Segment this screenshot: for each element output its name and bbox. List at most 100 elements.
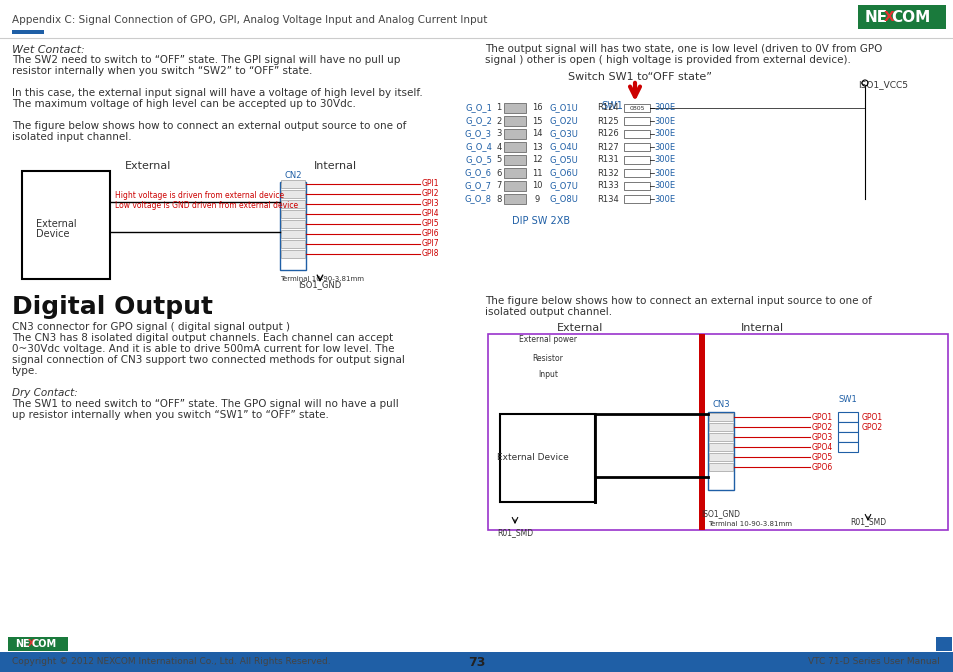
Text: 300E: 300E (654, 103, 675, 112)
Text: 10: 10 (531, 181, 541, 190)
Text: Internal: Internal (314, 161, 356, 171)
Text: R124: R124 (597, 103, 618, 112)
Text: 16: 16 (531, 103, 541, 112)
Bar (281, 250, 305, 258)
Text: The SW1 to need switch to “OFF” state. The GPO signal will no have a pull: The SW1 to need switch to “OFF” state. T… (12, 399, 398, 409)
Text: Appendix C: Signal Connection of GPO, GPI, Analog Voltage Input and Analog Curre: Appendix C: Signal Connection of GPO, GP… (12, 15, 487, 25)
Bar (488, 334, 947, 530)
Bar (623, 182, 649, 190)
Text: G_O_7: G_O_7 (464, 181, 492, 190)
Text: G_O5U: G_O5U (550, 155, 578, 165)
Text: NE: NE (15, 639, 30, 649)
Text: Wet Contact:: Wet Contact: (12, 45, 85, 55)
Text: COM: COM (890, 9, 929, 24)
Text: 12: 12 (531, 155, 541, 165)
Text: CN3 connector for GPO signal ( digital signal output ): CN3 connector for GPO signal ( digital s… (12, 322, 290, 332)
Text: 3: 3 (496, 130, 501, 138)
Bar (281, 200, 305, 208)
Text: R01_SMD: R01_SMD (497, 528, 533, 537)
Text: G_O_2: G_O_2 (465, 116, 492, 126)
Text: 6: 6 (496, 169, 501, 177)
Text: The figure below shows how to connect an external output source to one of: The figure below shows how to connect an… (12, 121, 406, 131)
Text: Hight voltage is driven from external device: Hight voltage is driven from external de… (115, 192, 284, 200)
Text: GPO4: GPO4 (811, 442, 832, 452)
Text: G_O3U: G_O3U (550, 130, 578, 138)
Text: R127: R127 (597, 142, 618, 151)
Text: 13: 13 (531, 142, 541, 151)
Text: R125: R125 (597, 116, 618, 126)
Text: G_O6U: G_O6U (550, 169, 578, 177)
Bar (503, 129, 525, 139)
Text: G_O_3: G_O_3 (464, 130, 492, 138)
Bar (281, 230, 305, 238)
Text: SW1: SW1 (838, 395, 857, 404)
Text: Resistor: Resistor (532, 354, 563, 363)
Text: CN2: CN2 (284, 171, 301, 180)
Bar (837, 432, 857, 442)
Text: ISO1_GND: ISO1_GND (700, 509, 740, 519)
Text: isolated output channel.: isolated output channel. (484, 307, 612, 317)
Text: G_O2U: G_O2U (550, 116, 578, 126)
Bar (708, 443, 732, 451)
Text: G_O_6: G_O_6 (464, 169, 492, 177)
Text: External Device: External Device (497, 454, 568, 462)
Text: R134: R134 (597, 194, 618, 204)
Bar (503, 168, 525, 178)
Text: G_O_1: G_O_1 (465, 103, 492, 112)
Text: GPI7: GPI7 (421, 239, 439, 249)
Text: NE: NE (864, 9, 887, 24)
Bar (708, 453, 732, 461)
Text: 0~30Vdc voltage. And it is able to drive 500mA current for low level. The: 0~30Vdc voltage. And it is able to drive… (12, 344, 395, 354)
Text: ISO1_VCC5: ISO1_VCC5 (857, 80, 907, 89)
Text: The maximum voltage of high level can be accepted up to 30Vdc.: The maximum voltage of high level can be… (12, 99, 355, 109)
Text: 15: 15 (531, 116, 541, 126)
Text: 7: 7 (496, 181, 501, 190)
Bar (503, 155, 525, 165)
Bar (281, 180, 305, 188)
Bar (837, 412, 857, 422)
Bar (12, 30, 44, 34)
Bar (281, 220, 305, 228)
Text: R133: R133 (597, 181, 618, 190)
Text: 73: 73 (468, 655, 485, 669)
Text: GPO2: GPO2 (811, 423, 832, 431)
Bar (623, 169, 649, 177)
Text: 300E: 300E (654, 169, 675, 177)
Text: GPO3: GPO3 (811, 433, 832, 442)
Text: GPI6: GPI6 (421, 230, 439, 239)
Text: 300E: 300E (654, 155, 675, 165)
Text: External: External (125, 161, 171, 171)
Text: X: X (882, 10, 893, 24)
Text: 9: 9 (534, 194, 539, 204)
Bar (281, 210, 305, 218)
Text: In this case, the external input signal will have a voltage of high level by its: In this case, the external input signal … (12, 88, 422, 98)
Text: signal ) other is open ( high voltage is provided from external device).: signal ) other is open ( high voltage is… (484, 55, 850, 65)
Text: type.: type. (12, 366, 38, 376)
Bar (699, 334, 704, 530)
Text: Internal: Internal (740, 323, 782, 333)
Bar (8, 637, 68, 651)
Text: ISO1_GND: ISO1_GND (298, 280, 341, 289)
Bar (708, 413, 732, 421)
Text: 300E: 300E (654, 194, 675, 204)
Text: 300E: 300E (654, 116, 675, 126)
Bar (837, 442, 857, 452)
Text: 0805: 0805 (629, 106, 644, 110)
Bar (707, 412, 733, 490)
Text: The figure below shows how to connect an external input source to one of: The figure below shows how to connect an… (484, 296, 871, 306)
Bar (623, 143, 649, 151)
Bar (503, 142, 525, 152)
Bar (503, 181, 525, 191)
Text: External: External (36, 219, 76, 229)
Text: 300E: 300E (654, 142, 675, 151)
Text: GPO6: GPO6 (811, 462, 832, 472)
Bar (708, 423, 732, 431)
Text: G_O4U: G_O4U (550, 142, 578, 151)
Text: GPO2: GPO2 (862, 423, 882, 431)
Bar (0, 652, 953, 672)
Bar (503, 116, 525, 126)
Text: R01_SMD: R01_SMD (849, 517, 885, 526)
Text: VTC 71-D Series User Manual: VTC 71-D Series User Manual (807, 657, 939, 667)
Text: G_O_4: G_O_4 (465, 142, 492, 151)
Bar (857, 5, 945, 29)
